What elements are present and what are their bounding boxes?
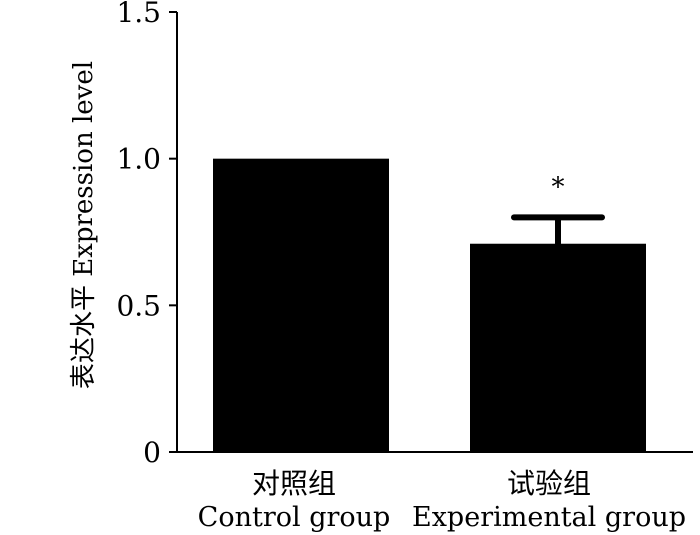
x-category-label-en: Experimental group — [412, 502, 686, 533]
significance-marker: * — [552, 172, 565, 202]
y-tick-label: 1.0 — [116, 143, 161, 176]
y-tick-label: 1.5 — [116, 0, 161, 29]
y-axis: 0 0.5 1.0 1.5 — [116, 0, 178, 469]
y-axis-title: 表达水平 Expression level — [69, 61, 99, 389]
x-category-label-zh: 试验组 — [507, 467, 591, 500]
y-tick-label: 0 — [143, 436, 161, 469]
y-tick-label: 0.5 — [116, 289, 161, 322]
bar — [213, 158, 389, 452]
x-category-label-zh: 对照组 — [252, 467, 336, 500]
bars: * — [176, 158, 693, 453]
x-category-label-en: Control group — [198, 502, 391, 533]
bar — [470, 243, 646, 452]
